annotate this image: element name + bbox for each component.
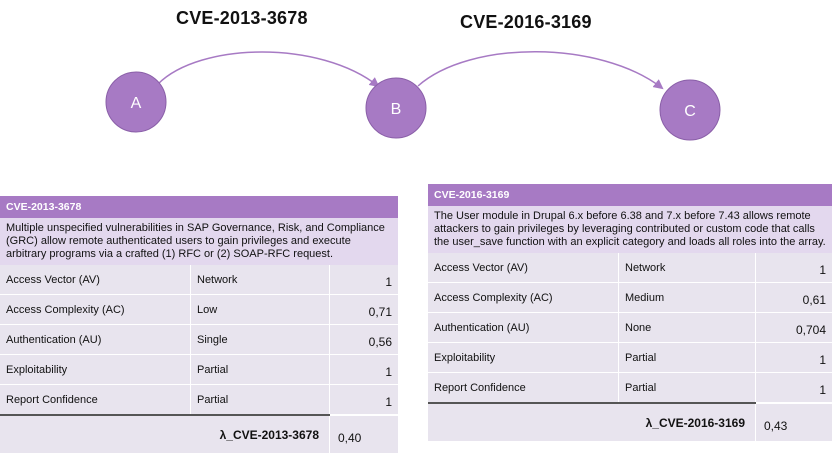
metric-label: Exploitability [0,355,191,385]
table-row: Access Vector (AV) Network 1 [0,265,398,295]
metric-category: Partial [619,343,756,373]
node-c-label: C [684,103,696,120]
lambda-row: λ_CVE-2016-3169 0,43 [428,403,832,441]
metric-label: Report Confidence [0,385,191,416]
metric-label: Authentication (AU) [428,313,619,343]
metric-category: Network [619,253,756,283]
metric-label: Authentication (AU) [0,325,191,355]
cve-table-2013-3678: CVE-2013-3678 Multiple unspecified vulne… [0,196,398,453]
table-row: Exploitability Partial 1 [428,343,832,373]
table-row: Authentication (AU) None 0,704 [428,313,832,343]
metric-category: Partial [619,373,756,404]
metric-category: Partial [191,385,330,416]
metric-category: Single [191,325,330,355]
table-row: Access Vector (AV) Network 1 [428,253,832,283]
metric-label: Access Vector (AV) [0,265,191,295]
lambda-value: 0,43 [756,403,832,441]
metric-value: 1 [756,253,832,283]
table-row: Access Complexity (AC) Low 0,71 [0,295,398,325]
table-row: Report Confidence Partial 1 [0,385,398,416]
metric-value: 0,56 [330,325,399,355]
node-a[interactable]: A [106,72,166,132]
node-a-label: A [131,95,142,112]
metric-value: 0,61 [756,283,832,313]
table-description: Multiple unspecified vulnerabilities in … [0,218,398,265]
table-header: CVE-2013-3678 [0,196,398,218]
lambda-label: λ_CVE-2013-3678 [0,415,330,453]
metric-value: 0,704 [756,313,832,343]
lambda-label: λ_CVE-2016-3169 [428,403,756,441]
metric-category: Network [191,265,330,295]
metric-category: Medium [619,283,756,313]
metric-value: 1 [330,385,399,416]
metric-label: Exploitability [428,343,619,373]
metric-category: Low [191,295,330,325]
node-c[interactable]: C [660,80,720,140]
lambda-row: λ_CVE-2013-3678 0,40 [0,415,398,453]
lambda-value: 0,40 [330,415,399,453]
metric-value: 1 [756,343,832,373]
metric-label: Access Complexity (AC) [0,295,191,325]
table-row: Report Confidence Partial 1 [428,373,832,404]
metric-category: Partial [191,355,330,385]
cve-table-2016-3169: CVE-2016-3169 The User module in Drupal … [428,184,832,441]
metric-label: Access Complexity (AC) [428,283,619,313]
edge-b-to-c [418,52,662,88]
node-b-label: B [391,101,402,118]
edge-a-to-b [158,52,378,86]
metric-value: 1 [330,355,399,385]
node-b[interactable]: B [366,78,426,138]
metric-value: 0,71 [330,295,399,325]
table-description: The User module in Drupal 6.x before 6.3… [428,206,832,253]
metric-label: Report Confidence [428,373,619,404]
metric-category: None [619,313,756,343]
metric-value: 1 [330,265,399,295]
table-header: CVE-2016-3169 [428,184,832,206]
table-row: Authentication (AU) Single 0,56 [0,325,398,355]
metric-value: 1 [756,373,832,404]
attack-graph: A B C [0,0,832,180]
metric-label: Access Vector (AV) [428,253,619,283]
table-row: Exploitability Partial 1 [0,355,398,385]
table-row: Access Complexity (AC) Medium 0,61 [428,283,832,313]
